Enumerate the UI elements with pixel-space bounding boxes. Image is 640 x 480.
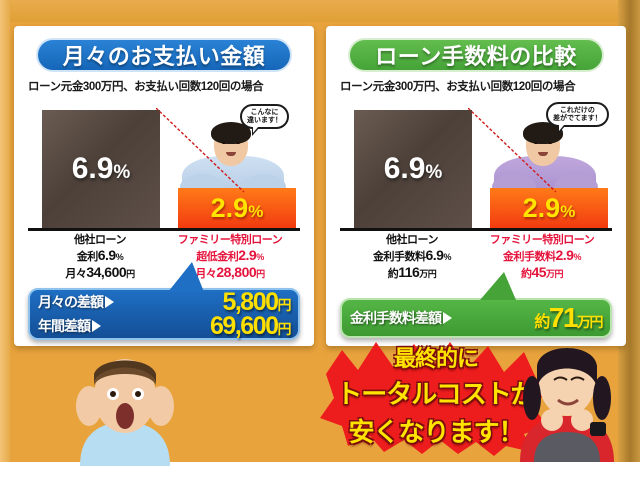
caption-rate: 金利手数料6.9%	[373, 246, 451, 263]
panel-title-text: ローン手数料の比較	[375, 44, 577, 69]
result-label: 金利手数料差額	[350, 310, 442, 326]
caption-title: ファミリー特別ローン	[177, 234, 283, 246]
triangle-icon	[443, 312, 452, 324]
bar-other-loan-value: 6.9%	[71, 152, 131, 185]
caption-amount: 月々34,600円	[65, 263, 135, 280]
bubble-line-2: 差がでてます！	[553, 114, 602, 122]
bar-captions-monthly: 他社ローン 金利6.9% 月々34,600円 ファミリー特別ローン 超低金利2.…	[28, 234, 300, 286]
result-value: 約71万円	[534, 302, 603, 333]
caption-title: ファミリー特別ローン	[489, 234, 595, 246]
caption-amount: 月々28,800円	[195, 263, 265, 280]
result-row-annual: 年間差額 69,600円	[30, 311, 298, 340]
result-value: 5,800円	[222, 287, 291, 316]
panel-monthly-payment: 月々のお支払い金額 ローン元金300万円、お支払い回数120回の場合 6.9% …	[14, 26, 314, 346]
bar-family-loan-value: 2.9%	[522, 192, 576, 223]
result-label: 月々の差額	[38, 294, 104, 310]
result-value: 69,600円	[210, 311, 291, 340]
caption-other-loan-interest: 他社ローン 金利手数料6.9% 約116万円	[346, 234, 478, 281]
panel-note-interest: ローン元金300万円、お支払い回数120回の場合	[340, 81, 576, 93]
caption-amount: 約116万円	[387, 263, 437, 280]
man-eye-left	[222, 142, 226, 144]
burst-line-3: 安くなります！	[348, 417, 524, 447]
result-box-monthly-difference: 月々の差額 5,800円 年間差額 69,600円	[28, 288, 300, 340]
caption-family-loan-interest: ファミリー特別ローン 金利手数料2.9% 約45万円	[472, 234, 612, 281]
caption-family-loan-monthly: ファミリー特別ローン 超低金利2.9% 月々28,800円	[160, 234, 300, 281]
callout-arrow-left	[168, 262, 204, 292]
panel-interest-fee-comparison: ローン手数料の比較 ローン元金300万円、お支払い回数120回の場合 6.9% …	[326, 26, 626, 346]
bubble-line-1: こんなに	[250, 109, 279, 116]
frame-left-edge	[0, 0, 10, 480]
caption-other-loan-monthly: 他社ローン 金利6.9% 月々34,600円	[34, 234, 166, 281]
result-box-fee-difference: 金利手数料差額 約71万円	[340, 298, 612, 338]
burst-text-block: 最終的に トータルコストが 安くなります！	[318, 334, 554, 456]
burst-line-1: 最終的に	[393, 346, 479, 371]
caption-amount: 約45万円	[520, 263, 564, 280]
bar-family-loan: 2.9%	[178, 188, 296, 228]
frame-bottom-strip	[0, 462, 640, 480]
caption-title: 他社ローン	[74, 234, 126, 246]
caption-rate: 金利6.9%	[76, 246, 124, 263]
bubble-line-1: これだけの	[559, 107, 595, 114]
bar-captions-interest: 他社ローン 金利手数料6.9% 約116万円 ファミリー特別ローン 金利手数料2…	[340, 234, 612, 286]
man-eye-right	[236, 142, 240, 144]
caption-title: 他社ローン	[386, 234, 438, 246]
triangle-icon	[92, 320, 101, 332]
burst-line-2: トータルコストが	[336, 379, 536, 409]
panel-title-monthly-payment: 月々のお支払い金額	[36, 38, 292, 72]
caption-rate: 超低金利2.9%	[196, 246, 264, 263]
chart-baseline-right	[340, 228, 612, 231]
bar-family-loan: 2.9%	[490, 188, 608, 228]
photo-surprised-boy	[76, 359, 174, 466]
chart-baseline-left	[28, 228, 300, 231]
panel-title-interest-fee: ローン手数料の比較	[348, 38, 604, 72]
result-row-fee: 金利手数料差額 約71万円	[342, 300, 610, 336]
triangle-icon	[105, 296, 114, 308]
caption-rate: 金利手数料2.9%	[503, 246, 581, 263]
bar-chart-interest: 6.9% これだけの 差がでてます！ 2.9%	[340, 100, 612, 231]
bar-family-loan-value: 2.9%	[210, 192, 264, 223]
bubble-line-2: 違います！	[247, 116, 282, 124]
burst-shape-icon	[320, 342, 550, 456]
panel-title-text: 月々のお支払い金額	[62, 44, 266, 69]
callout-arrow-right	[480, 272, 516, 300]
man-eye-left	[534, 142, 538, 144]
man-eye-right	[548, 142, 552, 144]
result-label: 年間差額	[38, 318, 91, 334]
panel-note-monthly: ローン元金300万円、お支払い回数120回の場合	[28, 81, 264, 93]
bar-other-loan-value: 6.9%	[383, 152, 443, 185]
bottom-burst-banner: 最終的に トータルコストが 安くなります！	[318, 334, 554, 456]
speech-bubble-right: これだけの 差がでてます！	[546, 102, 609, 135]
speech-bubble-left: こんなに 違います！	[240, 104, 289, 137]
photo-smiling-woman	[520, 348, 614, 462]
result-row-monthly: 月々の差額 5,800円	[30, 287, 298, 316]
bar-other-loan: 6.9%	[42, 110, 160, 228]
bar-other-loan: 6.9%	[354, 110, 472, 228]
bar-chart-monthly: 6.9% こんなに 違います！ 2.9%	[28, 100, 300, 231]
